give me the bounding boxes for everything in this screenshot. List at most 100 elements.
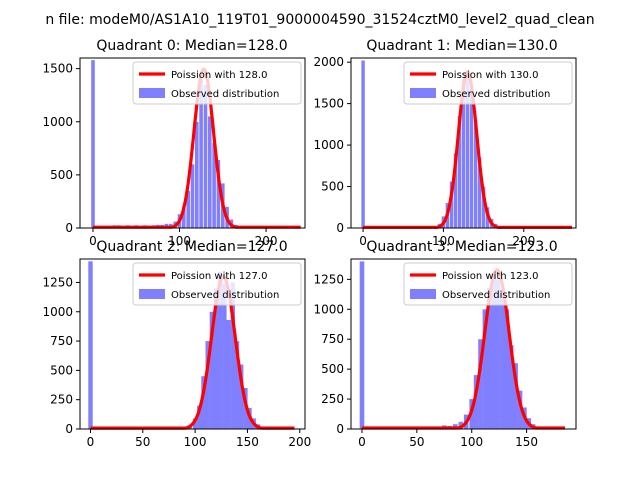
histogram-bar [504, 309, 510, 429]
y-tick: 500 [321, 180, 351, 194]
y-tick: 1000 [313, 138, 351, 152]
y-tick: 1250 [42, 275, 80, 289]
y-tick-label: 1000 [313, 138, 344, 152]
y-tick-label: 0 [65, 221, 73, 235]
axes-frame [350, 258, 577, 430]
poisson-fit-line [362, 267, 565, 430]
histogram-bar [477, 157, 482, 228]
histogram-bar [359, 261, 365, 429]
x-tick-label: 200 [512, 234, 535, 248]
y-tick: 1000 [42, 305, 80, 319]
legend: Poission with 123.0 Observed distribution [403, 262, 573, 306]
histogram-bar [88, 261, 93, 429]
y-tick-label: 1000 [42, 305, 73, 319]
y-tick-label: 250 [50, 393, 73, 407]
quadrant-0-panel: Quadrant 0: Median=128.0 0 100 200 0 500 1000… [42, 38, 306, 248]
poisson-fit-line [90, 274, 295, 430]
x-tick: 0 [359, 228, 367, 248]
figure-suptitle: n file: modeM0/AS1A10_119T01_9000004590_… [45, 12, 594, 28]
legend-box [132, 262, 302, 306]
y-tick-label: 1500 [313, 97, 344, 111]
x-tick: 100 [432, 228, 455, 248]
x-tick-label: 150 [236, 435, 259, 449]
y-tick: 1500 [313, 97, 351, 111]
x-tick-label: 150 [515, 435, 538, 449]
histogram-bar [508, 345, 514, 429]
x-tick-label: 50 [409, 435, 424, 449]
legend: Poission with 128.0 Observed distribution [132, 61, 302, 105]
y-tick: 0 [65, 422, 80, 436]
histogram-bar [203, 84, 208, 228]
y-tick: 2000 [313, 55, 351, 69]
y-tick-label: 250 [321, 392, 344, 406]
histogram-bar [461, 78, 466, 228]
x-tick: 0 [89, 228, 97, 248]
x-tick: 100 [168, 228, 191, 248]
y-tick: 250 [321, 392, 351, 406]
histogram-bar [218, 271, 223, 429]
y-tick: 750 [50, 334, 80, 348]
x-tick: 50 [135, 429, 150, 449]
histogram-bar [199, 79, 203, 229]
histogram-bar [469, 87, 474, 228]
y-tick: 1250 [313, 272, 351, 286]
quadrant-1-title: Quadrant 1: Median=130.0 [366, 38, 557, 54]
histogram-bar [182, 206, 186, 229]
quadrant-2-title: Quadrant 2: Median=127.0 [96, 239, 287, 255]
legend-hist-swatch [139, 88, 165, 98]
histogram-bar [449, 181, 454, 228]
quadrant-3-panel: Quadrant 3: Median=123.0 0 50 100 150 0 250 50… [313, 239, 577, 449]
x-tick-label: 0 [358, 435, 366, 449]
x-tick-label: 0 [359, 234, 367, 248]
legend-hist-label: Observed distribution [442, 89, 550, 100]
x-tick: 0 [358, 429, 366, 449]
x-tick-label: 200 [255, 234, 278, 248]
quadrant-0-title: Quadrant 0: Median=128.0 [96, 38, 287, 54]
y-tick-label: 500 [321, 362, 344, 376]
y-tick-label: 750 [50, 334, 73, 348]
quadrant-3-title: Quadrant 3: Median=123.0 [366, 239, 557, 255]
y-tick: 0 [65, 221, 80, 235]
legend-fit-label: Poission with 130.0 [442, 70, 538, 81]
histogram-bar [491, 273, 496, 429]
histogram-bar [478, 339, 483, 429]
legend-hist-swatch [139, 289, 165, 299]
axes-frame [79, 57, 306, 229]
x-tick-label: 100 [460, 435, 483, 449]
x-tick-label: 0 [89, 234, 97, 248]
x-tick: 100 [460, 429, 483, 449]
quadrant-2-panel: Quadrant 2: Median=127.0 0 50 100 150 200 0 25… [42, 239, 311, 449]
y-tick-label: 500 [50, 363, 73, 377]
legend-fit-label: Poission with 123.0 [442, 271, 538, 282]
histogram-bar [209, 311, 215, 429]
y-tick: 250 [50, 393, 80, 407]
histogram-bar [205, 341, 210, 429]
histogram-bar [208, 116, 212, 228]
y-tick-label: 0 [336, 221, 344, 235]
legend: Poission with 127.0 Observed distribution [132, 262, 302, 306]
histogram-bar [473, 375, 479, 429]
y-tick: 1000 [313, 302, 351, 316]
legend-hist-swatch [410, 88, 436, 98]
histogram-bar [197, 405, 202, 429]
histogram-bar [201, 376, 206, 429]
x-tick-label: 100 [432, 234, 455, 248]
histogram-bar [216, 160, 221, 228]
y-tick-label: 500 [321, 180, 344, 194]
y-tick-label: 750 [321, 332, 344, 346]
legend-hist-label: Observed distribution [442, 290, 550, 301]
x-tick-label: 100 [184, 435, 207, 449]
histogram-bar [487, 287, 492, 429]
y-tick-label: 1250 [313, 272, 344, 286]
histogram-bar [482, 309, 488, 429]
histogram-bar [481, 186, 486, 228]
x-tick: 0 [87, 429, 94, 449]
y-tick: 1000 [42, 115, 80, 129]
histogram-bar [212, 143, 216, 228]
legend-fit-label: Poission with 127.0 [171, 271, 267, 282]
legend: Poission with 130.0 Observed distribution [403, 61, 573, 105]
x-tick-label: 200 [288, 435, 311, 449]
legend-hist-label: Observed distribution [171, 290, 279, 301]
histogram-bar [495, 279, 501, 429]
histogram-bar [465, 70, 470, 229]
